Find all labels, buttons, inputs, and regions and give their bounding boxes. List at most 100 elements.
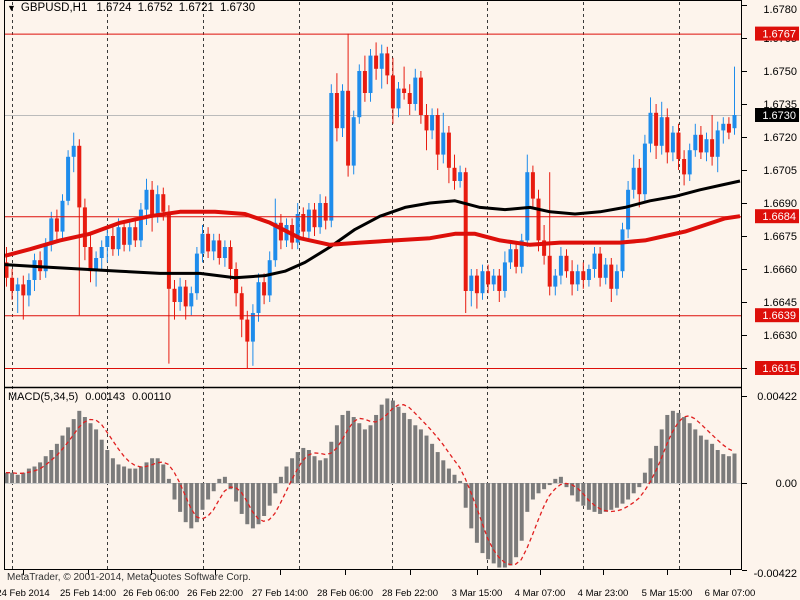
candle-bull	[329, 93, 334, 221]
candle-bull	[250, 313, 255, 342]
candle-bull	[508, 249, 513, 263]
candle-bear	[637, 167, 642, 195]
current-price-badge-label: 1.6730	[762, 110, 796, 122]
macd-bar	[368, 425, 373, 483]
macd-bar	[480, 483, 485, 554]
candle-bear	[726, 123, 731, 133]
macd-bar	[222, 476, 227, 483]
macd-bar	[301, 447, 306, 483]
macd-bar	[536, 483, 541, 494]
macd-bar	[418, 429, 423, 483]
macd-bar	[38, 462, 43, 483]
macd-bar	[306, 450, 311, 483]
price-level-lines[interactable]	[5, 33, 741, 369]
candle-bull	[626, 189, 631, 230]
candle-bull	[26, 280, 31, 296]
macd-bar	[542, 483, 547, 490]
macd-bar	[256, 483, 261, 525]
candle-bull	[318, 203, 323, 228]
macd-bar	[620, 483, 625, 504]
macd-bar	[10, 472, 15, 483]
candle-bull	[558, 255, 563, 276]
price-level-badge-label: 1.6639	[762, 310, 796, 322]
candle-bear	[10, 277, 15, 291]
macd-bar	[435, 452, 440, 483]
time-tick-label: 3 Mar 15:00	[452, 588, 503, 599]
candle-bear	[239, 293, 244, 320]
macd-bar	[329, 441, 334, 483]
macd-bar	[469, 483, 474, 529]
candle-bull	[502, 262, 507, 291]
macd-bar	[458, 480, 463, 483]
candle-bear	[609, 264, 614, 289]
macd-legend: MACD(5,34,5) 0.00143 0.00110	[8, 391, 171, 403]
candle-bear	[514, 249, 519, 267]
macd-signal-value: 0.00110	[132, 391, 172, 403]
candle-bear	[486, 271, 491, 285]
candle-bull	[603, 264, 608, 278]
macd-bar	[54, 443, 59, 483]
price-tick-label: 1.6690	[763, 198, 797, 210]
macd-bar	[262, 483, 267, 516]
time-tick-label: 24 Feb 2014	[0, 588, 50, 599]
macd-bar	[217, 478, 222, 483]
time-tick-label: 26 Feb 22:00	[187, 588, 243, 599]
macd-bar	[166, 478, 171, 483]
price-axis[interactable]: 1.67801.67651.67501.67351.67201.67051.66…	[742, 4, 799, 375]
ohlc-open: 1.6724	[96, 2, 132, 14]
macd-bar	[290, 458, 295, 483]
macd-bar	[127, 468, 132, 483]
candle-bear	[312, 209, 317, 228]
macd-bar	[430, 443, 435, 483]
macd-histogram[interactable]	[4, 398, 737, 568]
candle-bear	[446, 132, 451, 168]
macd-bar	[295, 452, 300, 483]
candle-bull	[71, 145, 76, 157]
symbol-timeframe-label: GBPUSD,H1	[20, 2, 88, 14]
macd-bar	[603, 483, 608, 512]
candle-bear	[4, 262, 9, 278]
candle-bull	[687, 150, 692, 175]
macd-bar	[110, 458, 115, 483]
candle-bear	[463, 172, 468, 291]
macd-bar	[267, 483, 272, 506]
macd-bar	[463, 483, 468, 508]
macd-bar	[172, 483, 177, 500]
macd-bar	[43, 456, 48, 483]
macd-bar	[49, 450, 54, 483]
ma-fast-red-line	[4, 209, 741, 258]
macd-bar	[334, 425, 339, 483]
candle-bull	[116, 227, 121, 250]
candle-bear	[334, 93, 339, 129]
candle-bull	[396, 88, 401, 109]
macd-bar	[698, 435, 703, 483]
candle-bear	[530, 172, 535, 199]
macd-bar	[234, 483, 239, 502]
price-tick-label: 1.6675	[763, 231, 797, 243]
macd-bar	[66, 427, 71, 483]
time-tick-label: 4 Mar 23:00	[578, 588, 629, 599]
candle-bull	[458, 172, 463, 181]
candle-bull	[620, 229, 625, 272]
candle-bull	[586, 269, 591, 280]
macd-bar	[379, 404, 384, 483]
candle-bear	[21, 284, 26, 296]
candle-bear	[424, 115, 429, 131]
time-tick-label: 27 Feb 14:00	[252, 588, 308, 599]
candle-bull	[480, 271, 485, 294]
macd-bar	[15, 474, 20, 483]
candle-bear	[166, 211, 171, 289]
price-level-badge-label: 1.6684	[762, 211, 796, 223]
macd-bar	[547, 483, 552, 486]
macd-axis[interactable]: 0.00422 0.00 -0.00422	[742, 391, 797, 580]
macd-bar	[88, 423, 93, 483]
time-axis[interactable]: 24 Feb 2014 25 Feb 14:00 26 Feb 06:00 26 Fe…	[0, 570, 755, 599]
macd-bar	[133, 468, 138, 483]
price-tick-label: 1.6705	[763, 165, 797, 177]
macd-bar	[553, 478, 558, 483]
candle-bear	[234, 269, 239, 294]
macd-bar	[357, 423, 362, 483]
chart-border	[4, 0, 742, 570]
macd-bar	[682, 417, 687, 483]
